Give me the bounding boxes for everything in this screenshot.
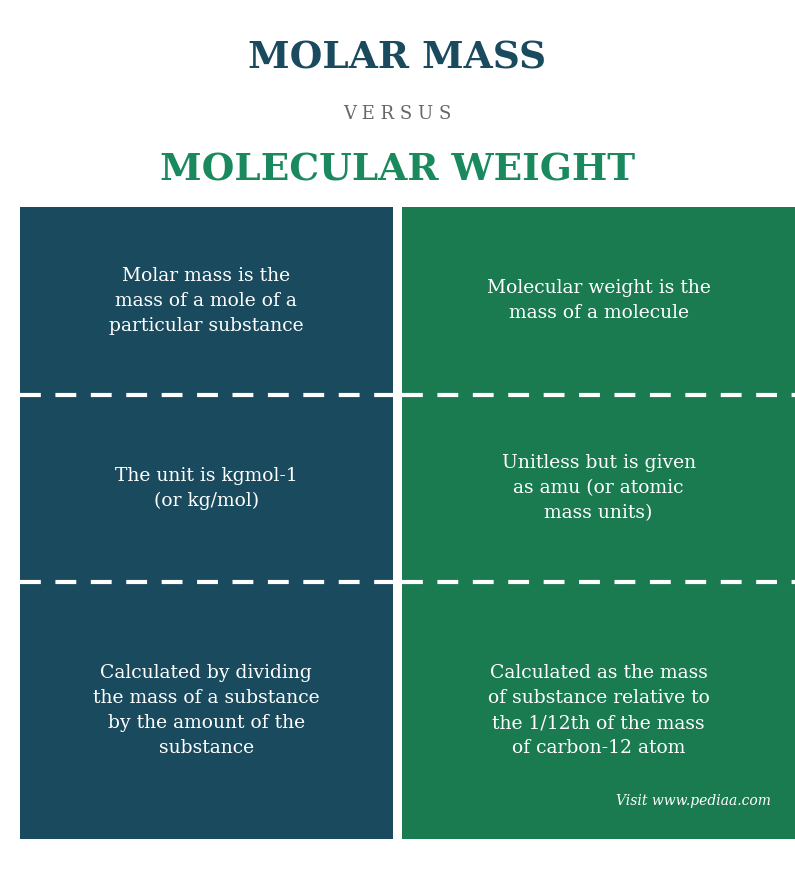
- Text: Molar mass is the
mass of a mole of a
particular substance: Molar mass is the mass of a mole of a pa…: [109, 267, 304, 335]
- Text: V E R S U S: V E R S U S: [343, 105, 452, 123]
- Text: MOLECULAR WEIGHT: MOLECULAR WEIGHT: [160, 152, 635, 188]
- Bar: [402, 207, 795, 395]
- Text: Unitless but is given
as amu (or atomic
mass units): Unitless but is given as amu (or atomic …: [502, 455, 696, 522]
- Text: Visit www.pediaa.com: Visit www.pediaa.com: [616, 794, 771, 808]
- Text: Molecular weight is the
mass of a molecule: Molecular weight is the mass of a molecu…: [487, 280, 711, 322]
- Text: MOLAR MASS: MOLAR MASS: [248, 39, 547, 77]
- Bar: [402, 582, 795, 839]
- Text: The unit is kgmol-1
(or kg/mol): The unit is kgmol-1 (or kg/mol): [115, 467, 297, 510]
- Text: Calculated as the mass
of substance relative to
the 1/12th of the mass
of carbon: Calculated as the mass of substance rela…: [487, 664, 710, 757]
- Bar: [20, 207, 393, 395]
- Bar: [402, 395, 795, 582]
- Text: Calculated by dividing
the mass of a substance
by the amount of the
substance: Calculated by dividing the mass of a sub…: [93, 664, 320, 757]
- Bar: [20, 582, 393, 839]
- Bar: [20, 395, 393, 582]
